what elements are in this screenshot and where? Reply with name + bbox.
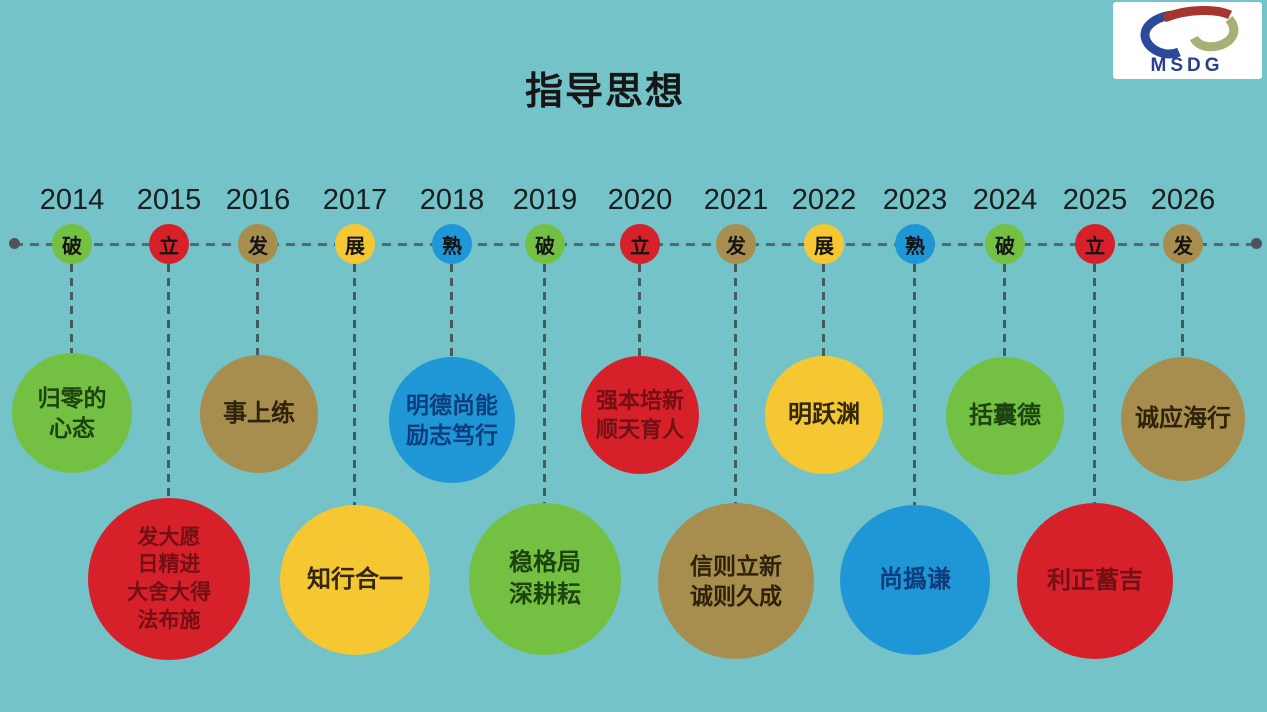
stage-node-2015: 立	[149, 224, 189, 264]
year-label-2017: 2017	[322, 184, 388, 216]
connector-line-2022	[822, 264, 825, 356]
phrase-bubble-2016: 事上练	[200, 355, 318, 473]
phrase-bubble-2025: 利正蓄吉	[1017, 503, 1173, 659]
connector-line-2023	[913, 264, 916, 505]
stage-node-2021: 发	[716, 224, 756, 264]
connector-line-2021	[734, 264, 737, 503]
timeline-end-dot	[1251, 238, 1262, 249]
year-label-2014: 2014	[39, 184, 105, 216]
stage-node-2020: 立	[620, 224, 660, 264]
year-label-2021: 2021	[703, 184, 769, 216]
stage-node-2024: 破	[985, 224, 1025, 264]
stage-node-2016: 发	[238, 224, 278, 264]
connector-line-2020	[638, 264, 641, 356]
phrase-bubble-2017: 知行合一	[280, 505, 430, 655]
timeline-start-dot	[9, 238, 20, 249]
stage-node-2025: 立	[1075, 224, 1115, 264]
connector-line-2014	[70, 264, 73, 353]
phrase-bubble-2022: 明跃渊	[765, 356, 883, 474]
connector-line-2024	[1003, 264, 1006, 357]
connector-line-2015	[167, 264, 170, 498]
phrase-bubble-2018: 明德尚能 励志笃行	[389, 357, 515, 483]
connector-line-2018	[450, 264, 453, 357]
stage-node-2014: 破	[52, 224, 92, 264]
logo-monogram-icon: MSDG	[1140, 5, 1239, 76]
stage-node-2023: 熟	[895, 224, 935, 264]
slide-title: 指导思想	[524, 71, 686, 113]
year-label-2024: 2024	[972, 184, 1038, 216]
year-label-2020: 2020	[607, 184, 673, 216]
phrase-bubble-2024: 括囊德	[946, 357, 1064, 475]
year-label-2019: 2019	[512, 184, 578, 216]
year-label-2018: 2018	[419, 184, 485, 216]
connector-line-2025	[1093, 264, 1096, 503]
year-label-2016: 2016	[225, 184, 291, 216]
year-label-2015: 2015	[136, 184, 202, 216]
phrase-bubble-2026: 诚应海行	[1121, 357, 1245, 481]
stage-node-2017: 展	[335, 224, 375, 264]
phrase-bubble-2023: 尚撝谦	[840, 505, 990, 655]
connector-line-2019	[543, 264, 546, 503]
year-label-2026: 2026	[1150, 184, 1216, 216]
stage-node-2018: 熟	[432, 224, 472, 264]
msdg-logo: MSDG	[1113, 2, 1262, 79]
connector-line-2016	[256, 264, 259, 355]
year-label-2022: 2022	[791, 184, 857, 216]
connector-line-2017	[353, 264, 356, 505]
stage-node-2019: 破	[525, 224, 565, 264]
phrase-bubble-2021: 信则立新 诚则久成	[658, 503, 814, 659]
stage-node-2022: 展	[804, 224, 844, 264]
stage-node-2026: 发	[1163, 224, 1203, 264]
year-label-2025: 2025	[1062, 184, 1128, 216]
phrase-bubble-2014: 归零的 心态	[12, 353, 132, 473]
logo-text: MSDG	[1151, 55, 1224, 76]
phrase-bubble-2019: 稳格局 深耕耘	[469, 503, 621, 655]
phrase-bubble-2020: 强本培新 顺天育人	[581, 356, 699, 474]
year-label-2023: 2023	[882, 184, 948, 216]
connector-line-2026	[1181, 264, 1184, 357]
phrase-bubble-2015: 发大愿 日精进 大舍大得 法布施	[88, 498, 250, 660]
